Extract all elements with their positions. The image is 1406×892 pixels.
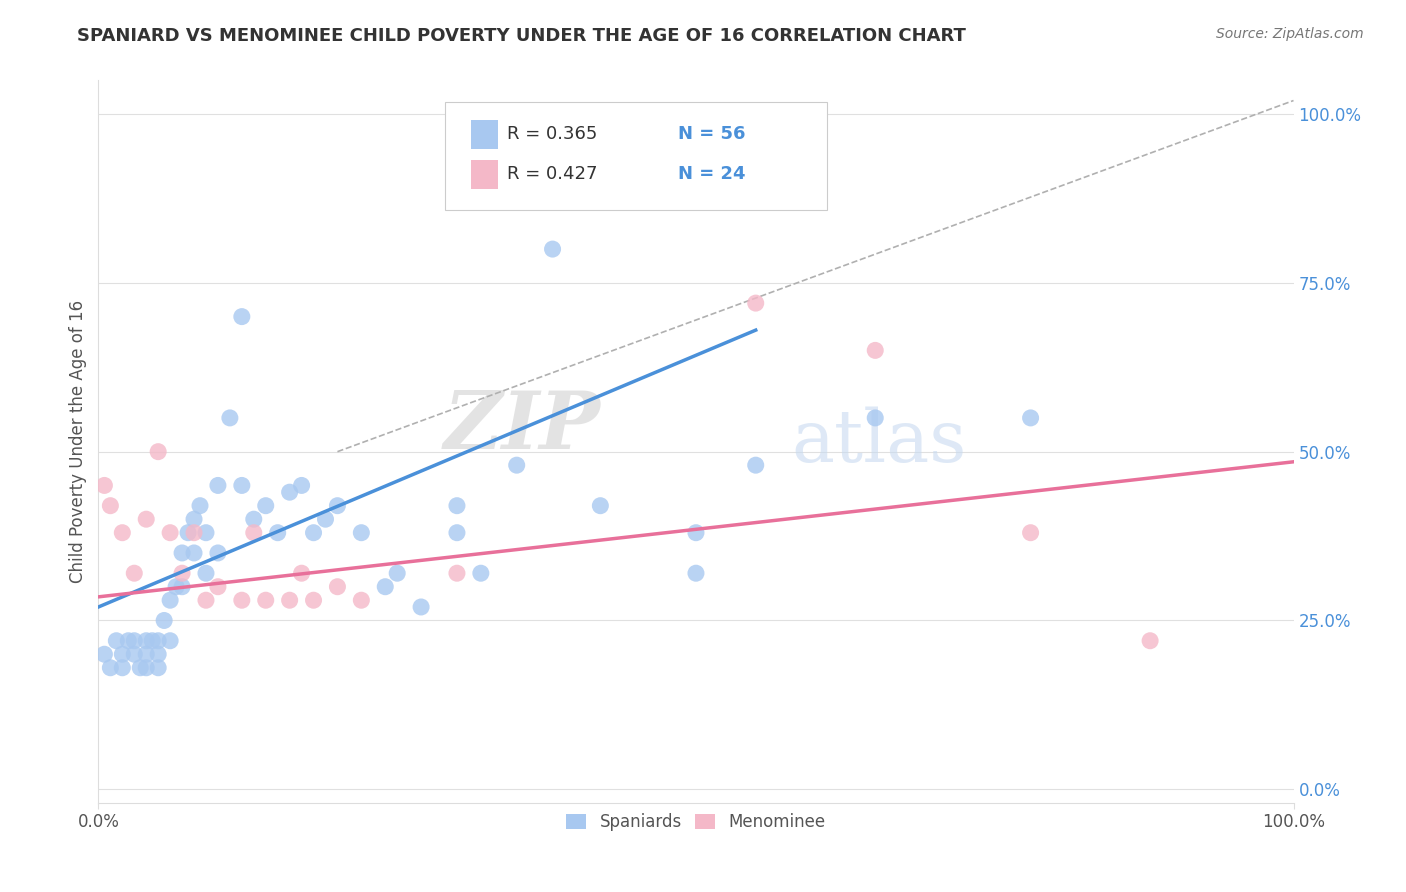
Point (446, 566, 468, 581)
Point (135, 633, 157, 648)
Point (153, 614, 176, 628)
Point (207, 580, 229, 594)
Point (326, 580, 349, 594)
Point (541, 242, 564, 256)
Point (195, 566, 218, 581)
Point (159, 633, 181, 648)
Point (148, 633, 170, 648)
Point (159, 525, 181, 540)
Point (172, 566, 194, 581)
Point (93, 647, 115, 661)
Point (105, 633, 128, 648)
Point (745, 296, 768, 310)
Text: atlas: atlas (792, 406, 967, 477)
Point (1019, 411, 1042, 425)
Point (124, 566, 146, 581)
Point (589, 499, 612, 513)
Point (1019, 525, 1042, 540)
Point (291, 566, 314, 581)
Point (231, 310, 253, 324)
Point (254, 499, 277, 513)
Point (1139, 633, 1161, 648)
Point (506, 458, 529, 472)
Point (865, 411, 887, 425)
Point (219, 411, 242, 425)
Point (470, 566, 492, 581)
Text: SPANIARD VS MENOMINEE CHILD POVERTY UNDER THE AGE OF 16 CORRELATION CHART: SPANIARD VS MENOMINEE CHILD POVERTY UNDE… (77, 27, 966, 45)
Point (183, 546, 205, 560)
Y-axis label: Child Poverty Under the Age of 16: Child Poverty Under the Age of 16 (69, 300, 87, 583)
Point (195, 525, 218, 540)
Point (141, 633, 163, 648)
Point (446, 499, 468, 513)
Point (685, 525, 707, 540)
Point (117, 633, 139, 648)
Point (302, 525, 325, 540)
Point (385, 566, 409, 581)
Text: N = 56: N = 56 (678, 126, 745, 144)
Point (350, 525, 373, 540)
Point (411, 599, 433, 614)
Point (745, 458, 768, 472)
Text: R = 0.365: R = 0.365 (508, 126, 598, 144)
Point (207, 478, 229, 492)
Point (183, 512, 205, 526)
Point (267, 525, 290, 540)
Text: ZIP: ZIP (443, 388, 600, 466)
Point (172, 580, 194, 594)
Point (685, 566, 707, 581)
Point (188, 499, 211, 513)
Point (172, 546, 194, 560)
Point (148, 647, 170, 661)
Bar (471, 120, 498, 149)
Bar (471, 160, 498, 189)
Point (159, 593, 181, 607)
Text: N = 24: N = 24 (678, 165, 745, 183)
Point (98, 499, 122, 513)
Point (865, 343, 887, 358)
Point (111, 647, 134, 661)
Text: R = 0.427: R = 0.427 (508, 165, 598, 183)
Point (148, 444, 170, 458)
Point (278, 485, 301, 500)
Point (291, 478, 314, 492)
Point (111, 661, 134, 675)
Point (124, 647, 146, 661)
Point (446, 525, 468, 540)
Point (243, 525, 266, 540)
Point (135, 661, 157, 675)
Point (124, 633, 146, 648)
Point (278, 593, 301, 607)
Point (111, 525, 134, 540)
FancyBboxPatch shape (446, 102, 827, 211)
Legend: Spaniards, Menominee: Spaniards, Menominee (560, 806, 832, 838)
Point (148, 661, 170, 675)
Point (93, 478, 115, 492)
Point (98, 661, 122, 675)
Point (243, 512, 266, 526)
Point (231, 593, 253, 607)
Point (374, 580, 396, 594)
Point (207, 546, 229, 560)
Point (177, 525, 200, 540)
Point (135, 647, 157, 661)
Point (183, 525, 205, 540)
Point (326, 499, 349, 513)
Point (350, 593, 373, 607)
Point (129, 661, 152, 675)
Point (165, 580, 187, 594)
Point (231, 478, 253, 492)
Point (254, 593, 277, 607)
Point (135, 512, 157, 526)
Text: Source: ZipAtlas.com: Source: ZipAtlas.com (1216, 27, 1364, 41)
Point (302, 593, 325, 607)
Point (315, 512, 337, 526)
Point (195, 593, 218, 607)
